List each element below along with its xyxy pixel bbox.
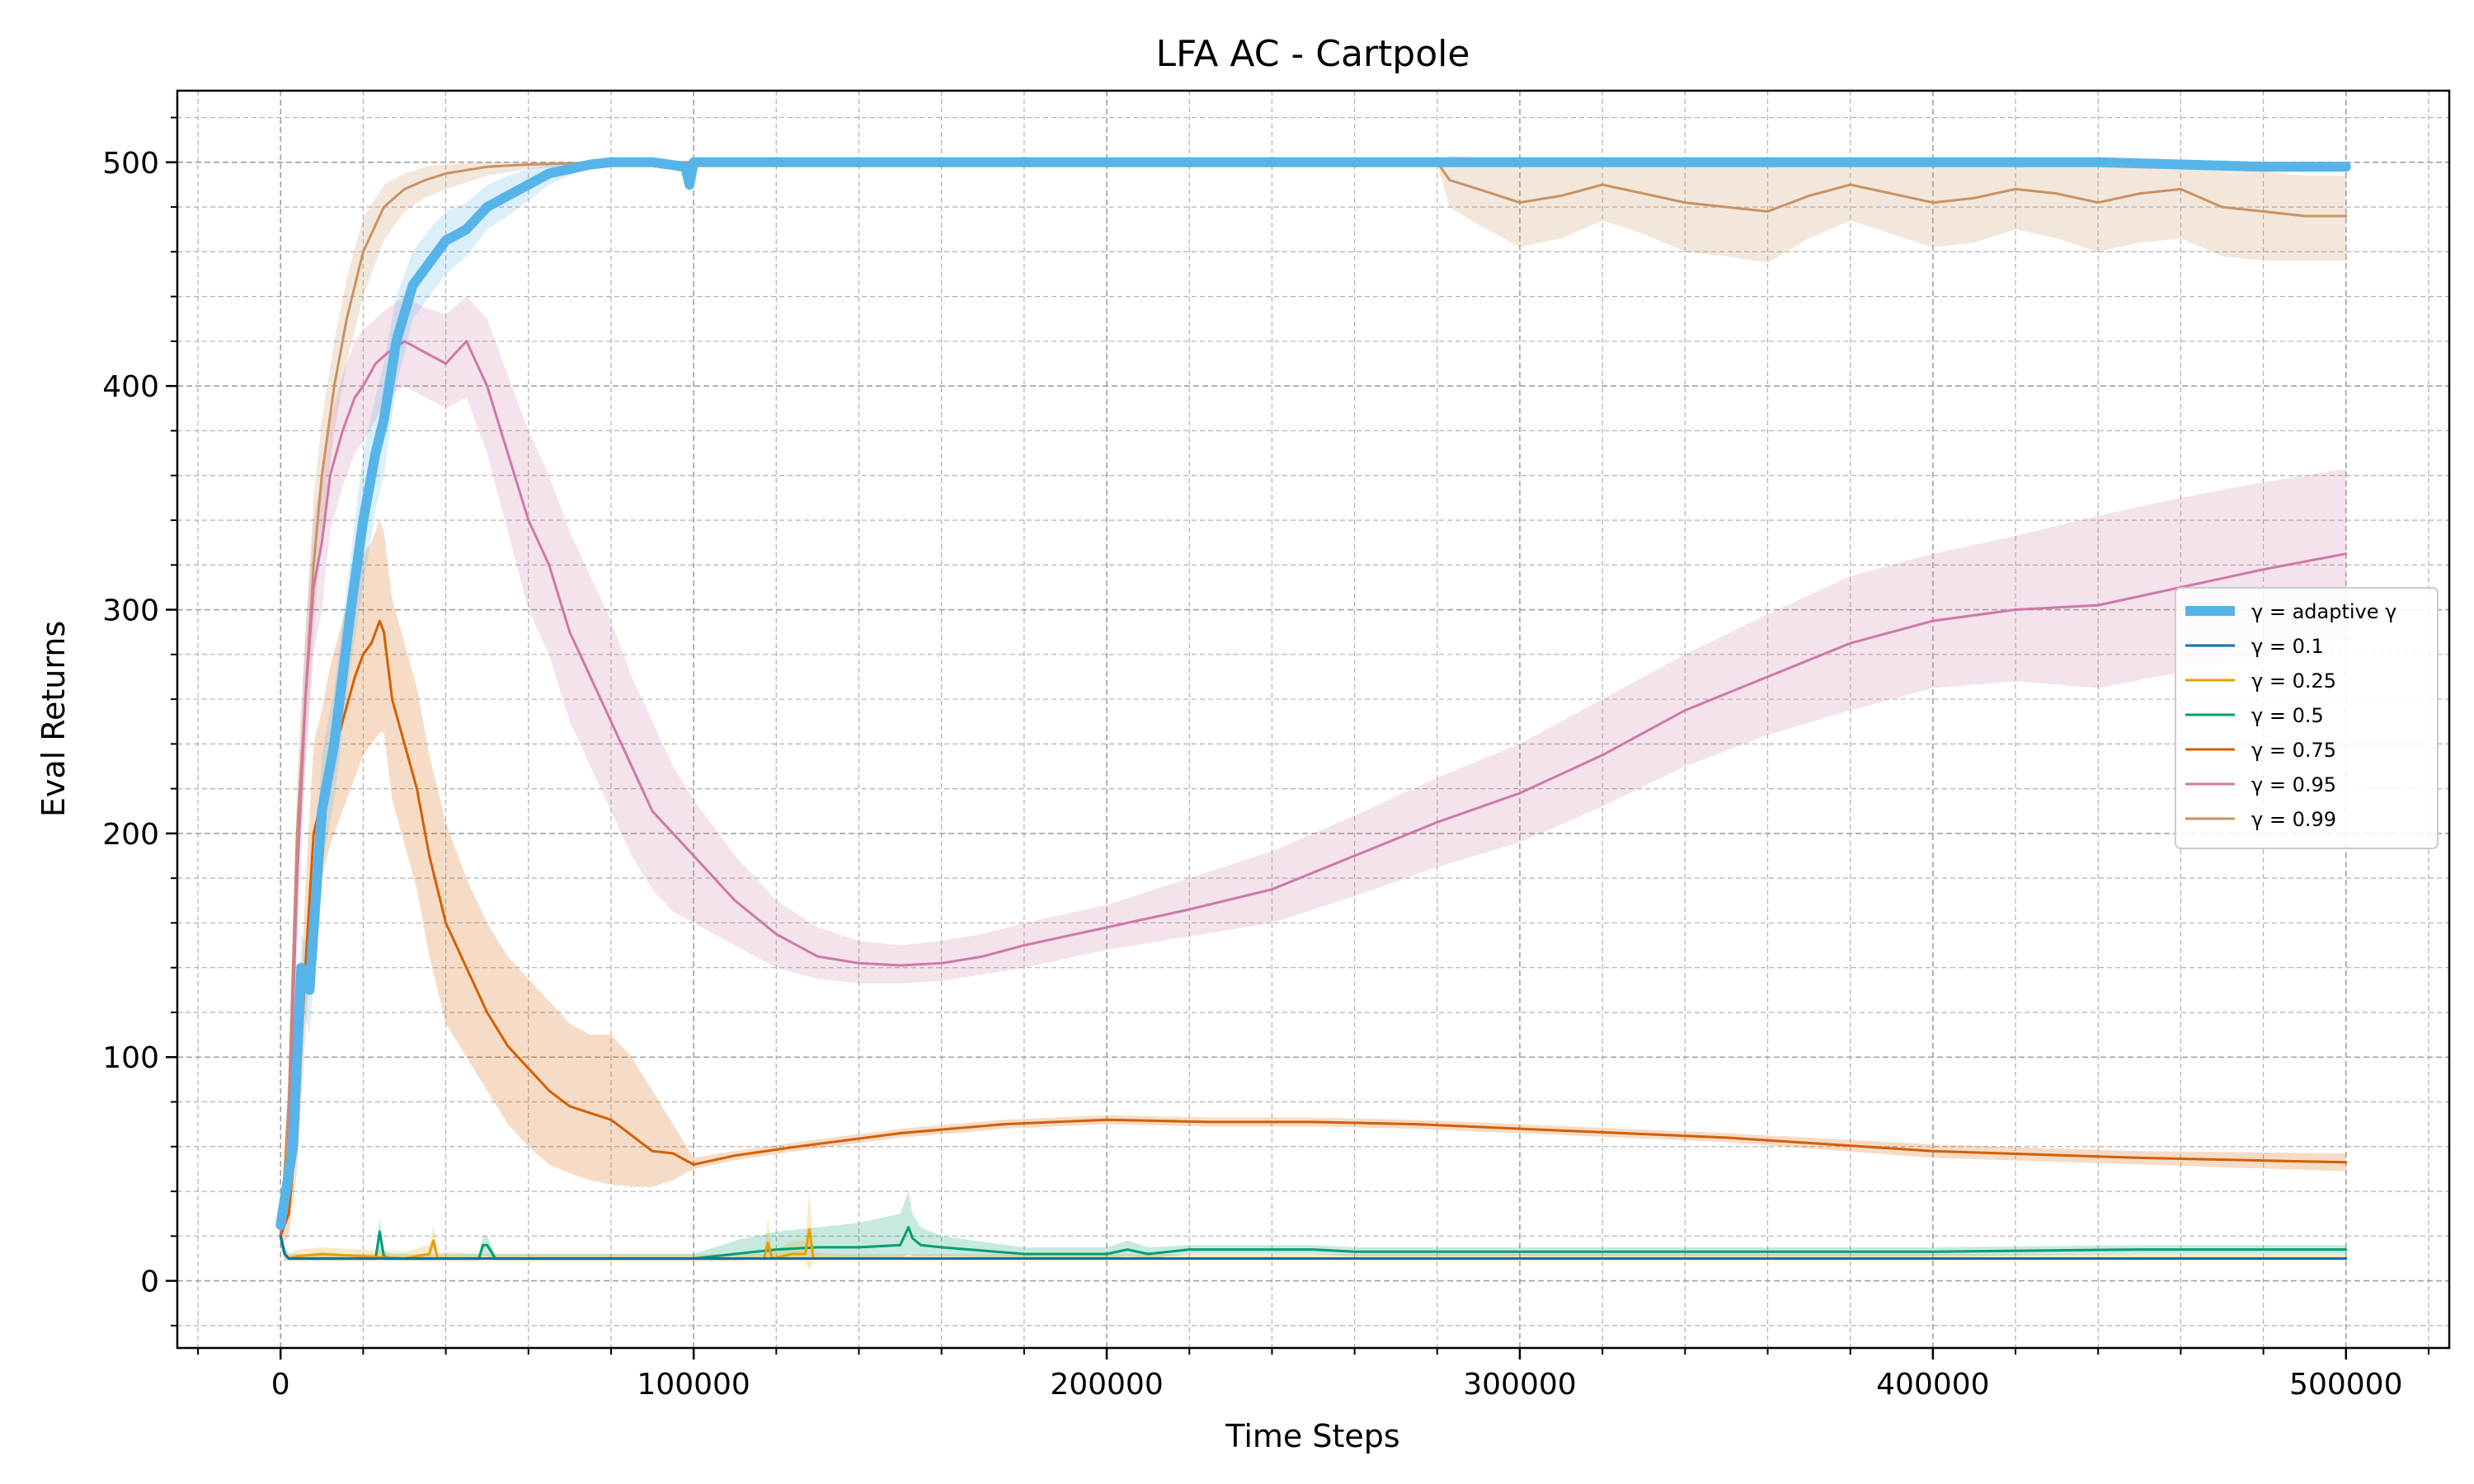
legend-label: γ = 0.75 (2251, 739, 2336, 762)
series-band (280, 296, 2346, 1247)
legend-label: γ = adaptive γ (2251, 600, 2396, 623)
y-tick-label: 400 (102, 370, 159, 404)
series-line (279, 1226, 2348, 1260)
axis-ticks: 0 100000 200000 300000 400000 500000 0 100 200 30… (102, 116, 2429, 1402)
x-tick-label: 0 (271, 1368, 290, 1402)
legend-label: γ = 0.95 (2251, 773, 2336, 796)
x-axis-label: Time Steps (1225, 1418, 1399, 1454)
series-line (275, 157, 2351, 1230)
confidence-bands (280, 155, 2346, 1270)
series-line (279, 1234, 2348, 1260)
series-line (279, 161, 2348, 1237)
legend: γ = adaptive γ γ = 0.1 γ = 0.25 γ = 0.5 γ = … (2175, 587, 2439, 849)
y-axis-label: Eval Returns (35, 621, 72, 817)
series-band (280, 1191, 2346, 1261)
x-tick-label: 500000 (2289, 1368, 2402, 1402)
legend-label: γ = 0.5 (2251, 704, 2324, 727)
series-lines (275, 157, 2351, 1260)
legend-label: γ = 0.25 (2251, 669, 2336, 693)
legend-box (2175, 587, 2439, 849)
x-tick-label: 400000 (1876, 1368, 1989, 1402)
series-line (279, 619, 2348, 1237)
chart-title: LFA AC - Cartpole (1156, 33, 1470, 75)
y-tick-label: 0 (140, 1266, 159, 1299)
x-tick-label: 300000 (1463, 1368, 1576, 1402)
plot-frame (176, 89, 2451, 1350)
y-tick-label: 500 (102, 147, 159, 181)
x-tick-label: 200000 (1050, 1368, 1163, 1402)
y-tick-label: 300 (102, 594, 159, 628)
series-line (279, 340, 2348, 1237)
y-tick-label: 200 (102, 818, 159, 852)
y-tick-label: 100 (102, 1041, 159, 1075)
series-band (280, 1191, 2346, 1270)
legend-label: γ = 0.99 (2251, 808, 2336, 831)
x-tick-label: 100000 (637, 1368, 750, 1402)
legend-label: γ = 0.1 (2251, 635, 2324, 658)
